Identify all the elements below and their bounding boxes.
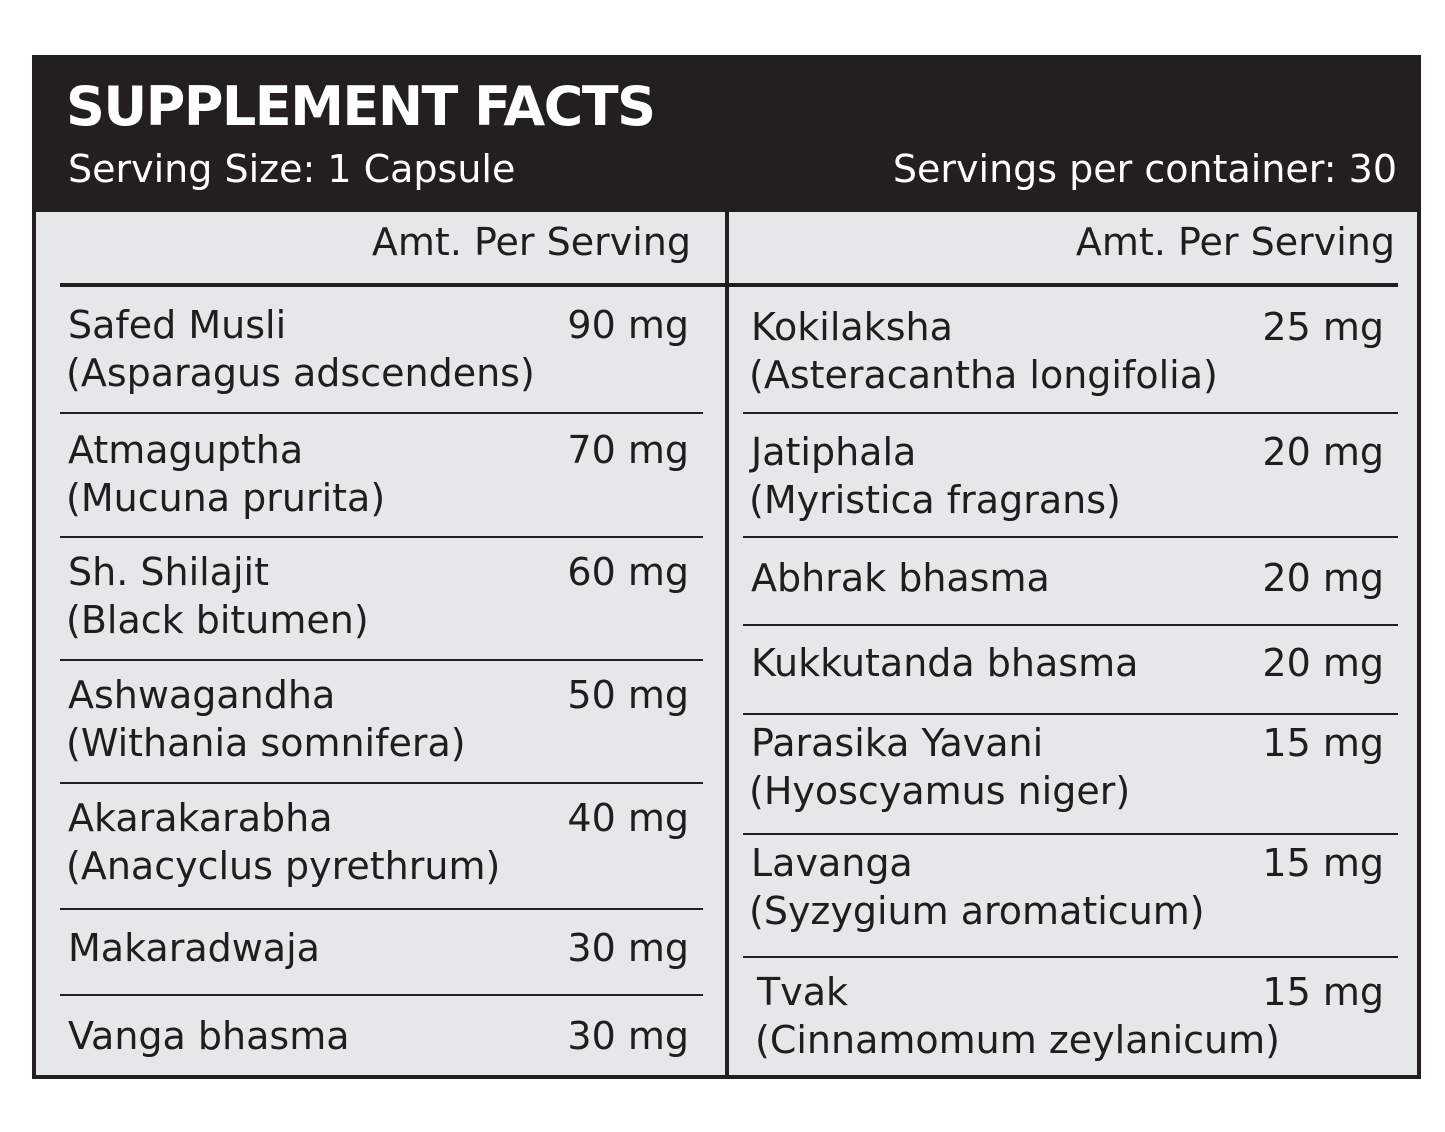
ingredient-amount: 90 mg xyxy=(567,303,689,347)
ingredient-name: Makaradwaja xyxy=(68,926,320,970)
ingredient-row: Abhrak bhasma 20 mg xyxy=(743,538,1398,626)
ingredient-amount: 30 mg xyxy=(567,926,689,970)
amount-per-serving-header: Amt. Per Serving xyxy=(1075,220,1395,264)
left-column: Amt. Per Serving Safed Musli (Asparagus … xyxy=(36,212,725,1079)
ingredient-name: Parasika Yavani xyxy=(751,721,1044,765)
ingredient-amount: 60 mg xyxy=(567,550,689,594)
ingredient-latin-name: (Myristica fragrans) xyxy=(749,478,1121,522)
ingredient-amount: 15 mg xyxy=(1262,970,1384,1014)
servings-per-container: Servings per container: 30 xyxy=(892,147,1397,191)
ingredient-row: Ashwagandha (Withania somnifera) 50 mg xyxy=(60,661,703,784)
ingredient-row: Atmaguptha (Mucuna prurita) 70 mg xyxy=(60,414,703,538)
ingredient-name: Kukkutanda bhasma xyxy=(751,641,1139,685)
ingredient-latin-name: (Cinnamomum zeylanicum) xyxy=(755,1018,1280,1062)
ingredient-row: Sh. Shilajit (Black bitumen) 60 mg xyxy=(60,538,703,661)
ingredient-amount: 15 mg xyxy=(1262,841,1384,885)
ingredient-latin-name: (Mucuna prurita) xyxy=(66,476,386,520)
ingredient-latin-name: (Asteracantha longifolia) xyxy=(749,353,1218,397)
ingredient-amount: 15 mg xyxy=(1262,721,1384,765)
ingredient-latin-name: (Asparagus adscendens) xyxy=(66,351,535,395)
ingredient-amount: 40 mg xyxy=(567,796,689,840)
right-column: Amt. Per Serving Kokilaksha (Asteracanth… xyxy=(729,212,1421,1079)
ingredient-row: Tvak (Cinnamomum zeylanicum) 15 mg xyxy=(743,958,1398,1079)
ingredient-amount: 25 mg xyxy=(1262,305,1384,349)
amount-per-serving-header: Amt. Per Serving xyxy=(371,220,691,264)
label-header: SUPPLEMENT FACTS Serving Size: 1 Capsule… xyxy=(36,59,1417,212)
ingredient-name: Tvak xyxy=(757,970,848,1014)
ingredient-latin-name: (Hyoscyamus niger) xyxy=(749,769,1131,813)
ingredient-amount: 20 mg xyxy=(1262,556,1384,600)
ingredient-latin-name: (Anacyclus pyrethrum) xyxy=(66,844,501,888)
ingredient-name: Atmaguptha xyxy=(68,428,304,472)
ingredient-latin-name: (Black bitumen) xyxy=(66,598,369,642)
ingredient-row: Jatiphala (Myristica fragrans) 20 mg xyxy=(743,414,1398,538)
ingredient-name: Ashwagandha xyxy=(68,673,336,717)
ingredient-amount: 50 mg xyxy=(567,673,689,717)
ingredient-row: Akarakarabha (Anacyclus pyrethrum) 40 mg xyxy=(60,784,703,910)
ingredient-amount: 20 mg xyxy=(1262,641,1384,685)
ingredient-name: Abhrak bhasma xyxy=(751,556,1050,600)
ingredient-amount: 70 mg xyxy=(567,428,689,472)
right-column-header: Amt. Per Serving xyxy=(729,212,1421,287)
ingredient-row: Vanga bhasma 30 mg xyxy=(60,996,703,1079)
ingredient-row: Parasika Yavani (Hyoscyamus niger) 15 mg xyxy=(743,715,1398,835)
label-title: SUPPLEMENT FACTS xyxy=(66,75,656,138)
ingredient-latin-name: (Withania somnifera) xyxy=(66,721,466,765)
supplement-facts-label: SUPPLEMENT FACTS Serving Size: 1 Capsule… xyxy=(32,55,1421,1079)
ingredient-row: Safed Musli (Asparagus adscendens) 90 mg xyxy=(60,287,703,414)
ingredient-name: Sh. Shilajit xyxy=(68,550,269,594)
ingredient-name: Kokilaksha xyxy=(751,305,953,349)
header-rule xyxy=(729,283,1398,287)
ingredient-row: Makaradwaja 30 mg xyxy=(60,910,703,996)
ingredient-name: Lavanga xyxy=(751,841,913,885)
serving-size: Serving Size: 1 Capsule xyxy=(68,147,516,191)
ingredient-amount: 20 mg xyxy=(1262,430,1384,474)
ingredient-name: Vanga bhasma xyxy=(68,1014,350,1058)
ingredient-name: Akarakarabha xyxy=(68,796,333,840)
ingredient-latin-name: (Syzygium aromaticum) xyxy=(749,889,1205,933)
header-rule xyxy=(60,283,725,287)
left-column-header: Amt. Per Serving xyxy=(36,212,725,287)
ingredient-row: Kukkutanda bhasma 20 mg xyxy=(743,626,1398,715)
ingredient-name: Safed Musli xyxy=(68,303,287,347)
ingredient-row: Kokilaksha (Asteracantha longifolia) 25 … xyxy=(743,287,1398,414)
ingredient-amount: 30 mg xyxy=(567,1014,689,1058)
column-divider xyxy=(725,212,729,1079)
ingredient-row: Lavanga (Syzygium aromaticum) 15 mg xyxy=(743,835,1398,958)
ingredient-name: Jatiphala xyxy=(751,430,917,474)
